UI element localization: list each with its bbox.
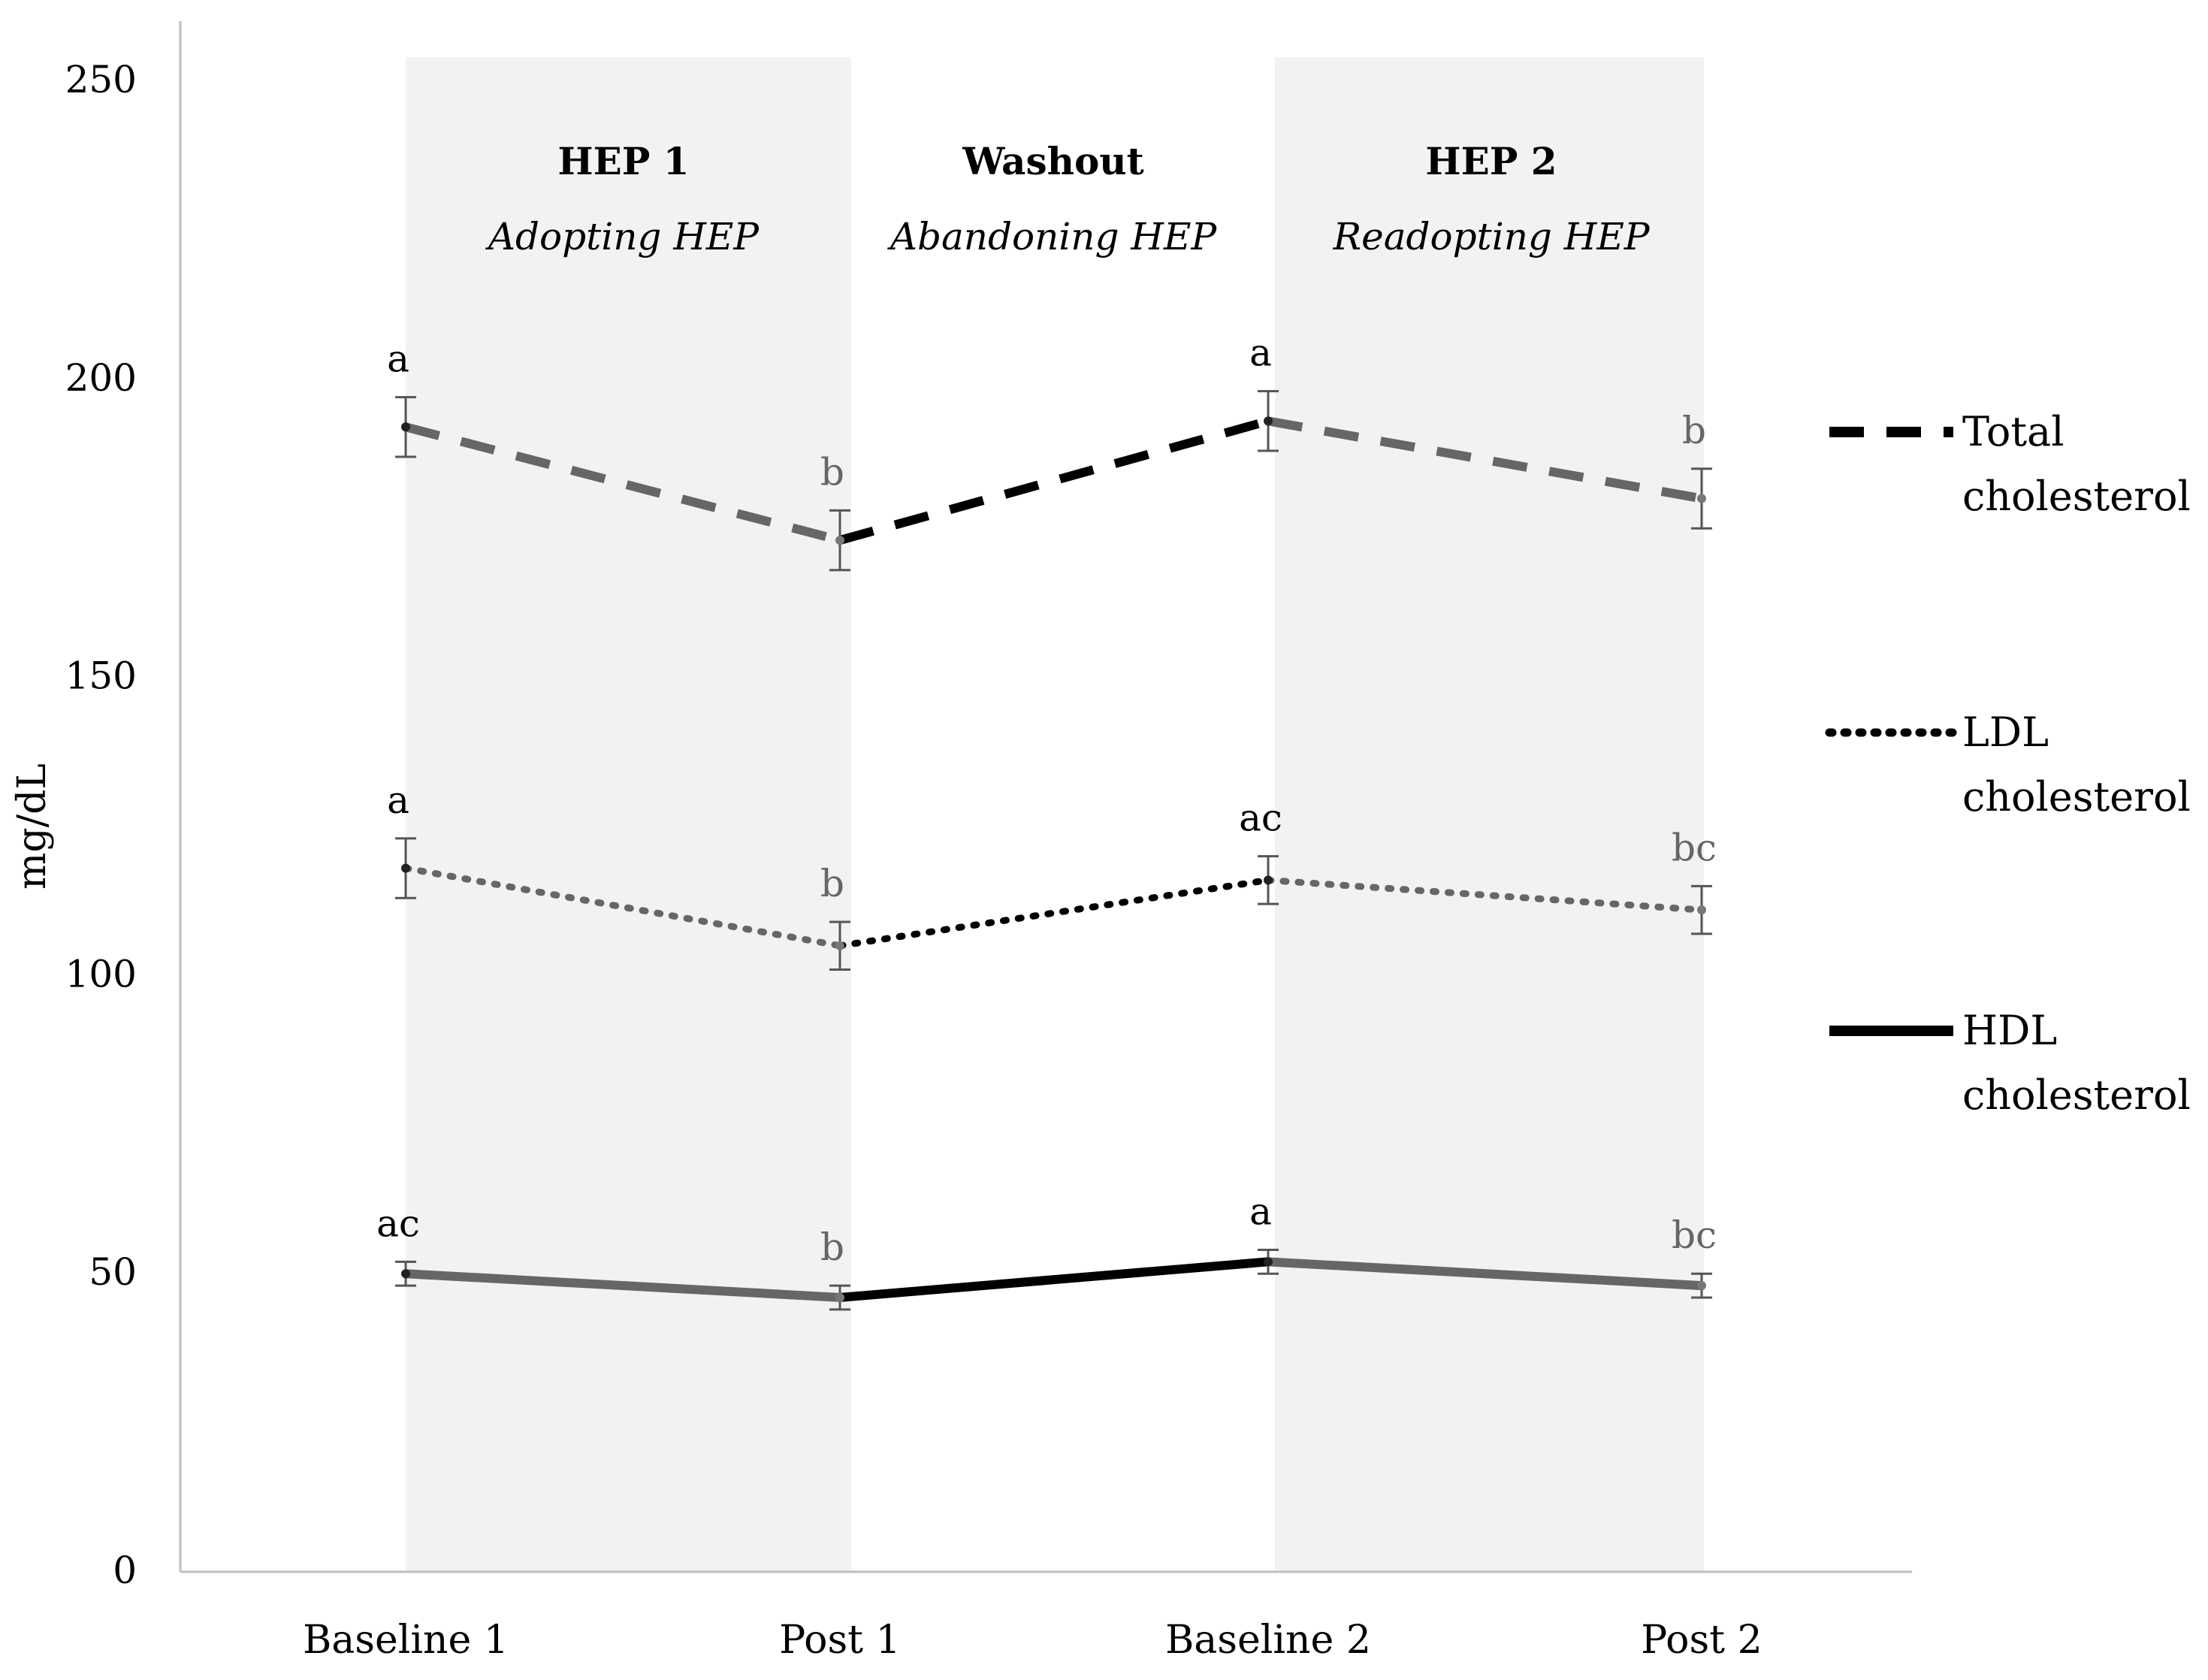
data-point (1697, 1281, 1706, 1291)
data-point (401, 863, 410, 873)
x-tick-label: Post 2 (1641, 1618, 1762, 1663)
phase-shading-2 (1275, 57, 1704, 1572)
x-tick-label: Post 1 (779, 1618, 900, 1663)
data-point (1264, 416, 1273, 426)
y-tick-label: 200 (65, 356, 137, 400)
data-point (835, 536, 844, 545)
significance-letter: b (820, 1225, 844, 1269)
series-line-segment (838, 416, 1270, 545)
series-line-segment (836, 876, 1272, 950)
phase-title: HEP 2 (1425, 139, 1557, 183)
legend-label: cholesterol (1962, 473, 2191, 520)
series-group: a b a b a b ac bc ac b a bc (376, 331, 1717, 1311)
significance-letter: a (387, 778, 409, 822)
significance-letter: a (387, 337, 409, 381)
series-solid: ac b a bc (376, 1189, 1717, 1311)
x-tick-label: Baseline 2 (1165, 1618, 1371, 1663)
phase-subtitle: Adopting HEP (485, 215, 760, 258)
phase-subtitle: Abandoning HEP (887, 215, 1218, 258)
phase-title: Washout (962, 139, 1144, 183)
axes-group: 0 50 100 150 200 250 Baseline 1 Post 1 Baseline … (10, 21, 1912, 1663)
series-line-segment (405, 1269, 841, 1302)
legend-label: cholesterol (1962, 773, 2191, 820)
y-tick-label: 0 (113, 1549, 137, 1592)
legend-label: cholesterol (1962, 1071, 2191, 1119)
phase-labels-group: HEP 1 Adopting HEP Washout Abandoning HEP HE… (485, 139, 1651, 258)
x-tick-label: Baseline 1 (303, 1618, 509, 1663)
significance-letter: a (1249, 1189, 1272, 1233)
series-line-segment (1264, 876, 1705, 914)
y-tick-label: 100 (65, 952, 137, 996)
legend-group: Total cholesterol LDL cholesterol HDL cholest… (1825, 408, 2191, 1119)
significance-letter: ac (1239, 796, 1282, 840)
y-tick-label: 50 (89, 1250, 137, 1294)
legend-label: Total (1962, 408, 2065, 455)
data-point (1264, 1257, 1273, 1267)
series-line-segment (404, 422, 841, 545)
legend-label: HDL (1962, 1007, 2057, 1054)
data-point (1697, 494, 1706, 503)
data-point (1697, 905, 1706, 915)
series-line-segment (839, 1257, 1269, 1302)
y-tick-label: 250 (65, 58, 137, 101)
series-line-segment (1267, 1257, 1702, 1291)
series-line-segment (1267, 416, 1703, 503)
data-point (401, 1269, 410, 1279)
significance-letter: bc (1672, 826, 1717, 869)
y-axis-label: mg/dL (10, 763, 55, 890)
significance-letter: b (820, 862, 844, 905)
significance-letter: b (820, 450, 844, 494)
phase-title: HEP 1 (557, 139, 689, 183)
series-line-segment (402, 865, 844, 950)
legend-label: LDL (1962, 709, 2049, 756)
significance-letter: bc (1672, 1213, 1717, 1257)
phase-subtitle: Readopting HEP (1332, 215, 1650, 258)
data-point (835, 1292, 844, 1302)
significance-letter: b (1682, 409, 1706, 452)
data-point (835, 941, 844, 950)
significance-letter: ac (376, 1201, 420, 1245)
significance-letter: a (1249, 331, 1272, 375)
phase-shading-0 (406, 57, 851, 1572)
data-point (401, 422, 410, 432)
series-dotted: a b ac bc (387, 778, 1717, 971)
phase-shading-group (406, 57, 1704, 1572)
data-point (1264, 875, 1273, 885)
y-tick-label: 150 (65, 654, 137, 698)
series-dashed: a b a b (387, 331, 1712, 572)
